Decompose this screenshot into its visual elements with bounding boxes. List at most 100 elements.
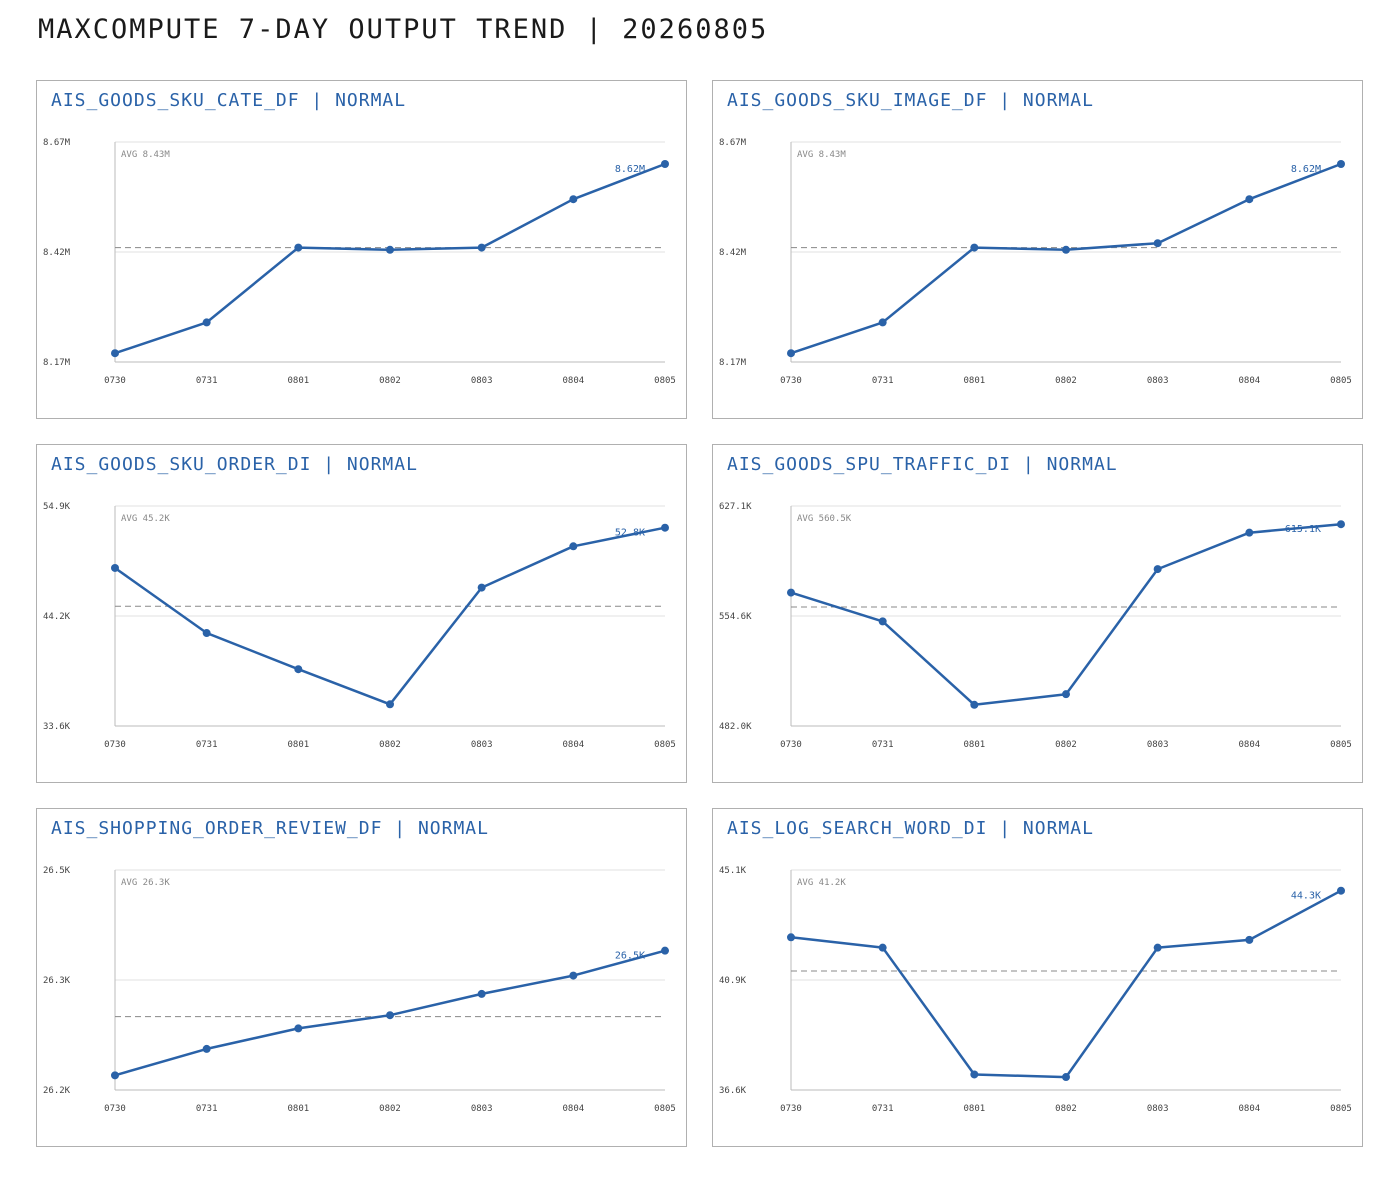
last-value-label: 8.62M: [1291, 164, 1321, 175]
data-point: [569, 195, 578, 204]
chart-title: AIS_GOODS_SPU_TRAFFIC_DI | NORMAL: [727, 454, 1118, 475]
data-point: [477, 989, 486, 998]
x-tick-label: 0802: [1055, 376, 1077, 386]
chart-title: AIS_GOODS_SKU_ORDER_DI | NORMAL: [51, 454, 418, 475]
avg-label: AVG 560.5K: [797, 514, 852, 524]
x-tick-label: 0803: [471, 376, 493, 386]
last-value-label: 26.5K: [615, 951, 645, 962]
data-point: [386, 245, 394, 254]
x-tick-label: 0801: [287, 1104, 309, 1114]
x-tick-label: 0805: [654, 1104, 676, 1114]
x-tick-label: 0805: [1330, 740, 1352, 750]
y-tick-label: 554.6K: [719, 612, 752, 622]
x-tick-label: 0730: [780, 740, 802, 750]
data-point: [202, 1044, 211, 1053]
x-tick-label: 0731: [196, 1104, 218, 1114]
x-tick-label: 0730: [780, 376, 802, 386]
data-point: [111, 349, 119, 358]
x-tick-label: 0804: [1238, 376, 1260, 386]
x-tick-label: 0801: [963, 740, 985, 750]
data-point: [294, 665, 303, 674]
y-tick-label: 44.2K: [43, 612, 71, 622]
data-point: [1062, 245, 1070, 254]
y-tick-label: 8.17M: [43, 358, 71, 368]
y-tick-label: 36.6K: [719, 1086, 747, 1096]
x-tick-label: 0803: [1147, 1104, 1169, 1114]
y-tick-label: 54.9K: [43, 502, 71, 512]
data-point: [1153, 565, 1162, 574]
chart-panel-order-review: AIS_SHOPPING_ORDER_REVIEW_DF | NORMAL 26…: [36, 808, 687, 1147]
chart-panel-spu-traffic: AIS_GOODS_SPU_TRAFFIC_DI | NORMAL 627.1K…: [712, 444, 1363, 783]
x-tick-label: 0803: [471, 740, 493, 750]
last-value-label: 615.1K: [1285, 524, 1321, 535]
y-tick-label: 627.1K: [719, 502, 752, 512]
data-point: [1062, 1073, 1070, 1082]
x-tick-label: 0803: [1147, 740, 1169, 750]
x-tick-label: 0801: [287, 376, 309, 386]
data-point: [294, 1024, 303, 1033]
x-tick-label: 0801: [963, 376, 985, 386]
x-tick-label: 0730: [104, 1104, 126, 1114]
x-tick-label: 0731: [196, 740, 218, 750]
data-point: [202, 629, 211, 638]
line-chart: 54.9K 44.2K 33.6K 0730 0731 0801 0802 0803 0804 0…: [43, 502, 676, 750]
x-tick-label: 0805: [654, 740, 676, 750]
x-tick-label: 0804: [562, 740, 584, 750]
x-tick-label: 0804: [562, 376, 584, 386]
data-point: [787, 588, 795, 597]
data-point: [1245, 935, 1254, 944]
data-point: [878, 617, 887, 626]
y-tick-label: 8.42M: [43, 248, 71, 258]
x-tick-label: 0731: [196, 376, 218, 386]
x-tick-label: 0730: [780, 1104, 802, 1114]
chart-title: AIS_LOG_SEARCH_WORD_DI | NORMAL: [727, 818, 1094, 839]
data-point: [661, 946, 669, 955]
y-tick-label: 33.6K: [43, 722, 71, 732]
y-tick-label: 8.67M: [719, 138, 747, 148]
chart-panel-sku-order: AIS_GOODS_SKU_ORDER_DI | NORMAL 54.9K 44.…: [36, 444, 687, 783]
data-point: [569, 542, 578, 551]
x-tick-label: 0802: [1055, 740, 1077, 750]
x-tick-label: 0801: [963, 1104, 985, 1114]
avg-label: AVG 26.3K: [121, 878, 170, 888]
data-point: [111, 563, 119, 572]
series-line: [790, 889, 1342, 1079]
y-tick-label: 26.3K: [43, 976, 71, 986]
avg-label: AVG 8.43M: [121, 150, 170, 160]
x-tick-label: 0805: [1330, 1104, 1352, 1114]
data-point: [111, 1071, 119, 1080]
x-tick-label: 0804: [562, 1104, 584, 1114]
data-point: [787, 933, 795, 942]
chart-panel-search-word: AIS_LOG_SEARCH_WORD_DI | NORMAL 45.1K 40.…: [712, 808, 1363, 1147]
x-tick-label: 0731: [872, 376, 894, 386]
x-tick-label: 0731: [872, 740, 894, 750]
data-point: [1337, 886, 1345, 895]
last-value-label: 52.8K: [615, 528, 645, 539]
y-tick-label: 8.42M: [719, 248, 747, 258]
data-point: [1153, 239, 1162, 248]
data-point: [386, 700, 394, 709]
data-point: [1337, 160, 1345, 168]
x-tick-label: 0803: [471, 1104, 493, 1114]
line-chart: 8.67M 8.42M 8.17M 0730 0731 0801 0802 0803 0804 0…: [43, 138, 676, 386]
series-line: [790, 162, 1342, 355]
line-chart: 26.5K 26.3K 26.2K 0730 0731 0801 0802 0803 0804 0…: [43, 866, 676, 1114]
y-tick-label: 8.67M: [43, 138, 71, 148]
data-point: [1153, 943, 1162, 952]
last-value-label: 44.3K: [1291, 891, 1321, 902]
x-tick-label: 0805: [654, 376, 676, 386]
x-tick-label: 0804: [1238, 740, 1260, 750]
chart-title: AIS_SHOPPING_ORDER_REVIEW_DF | NORMAL: [51, 818, 489, 839]
line-chart: 8.67M 8.42M 8.17M 0730 0731 0801 0802 0803 0804 0…: [719, 138, 1352, 386]
line-chart: 45.1K 40.9K 36.6K 0730 0731 0801 0802 0803 0804 0…: [719, 866, 1352, 1114]
data-point: [970, 1070, 979, 1079]
series-line: [790, 522, 1342, 707]
data-point: [386, 1011, 394, 1020]
data-point: [477, 243, 486, 252]
y-tick-label: 45.1K: [719, 866, 747, 876]
x-tick-label: 0802: [1055, 1104, 1077, 1114]
data-point: [1245, 528, 1254, 537]
page-title: MAXCOMPUTE 7-DAY OUTPUT TREND | 20260805: [38, 14, 769, 45]
y-tick-label: 8.17M: [719, 358, 747, 368]
chart-panel-sku-cate: AIS_GOODS_SKU_CATE_DF | NORMAL 8.67M 8.42…: [36, 80, 687, 419]
